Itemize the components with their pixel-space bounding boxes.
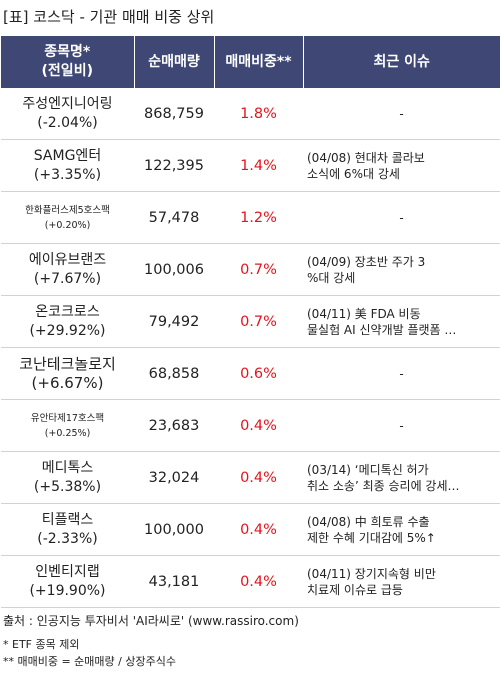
issue-line-1: (04/08) 현대차 콜라보: [307, 150, 425, 165]
recent-issue: (04/08) 中 희토류 수출 제한 수혜 기대감에 5%↑: [303, 503, 500, 556]
institution-trading-table: 종목명* (전일비) 순매매량 매매비중** 최근 이슈 주성엔지니어링 (-2.…: [1, 36, 500, 608]
stock-name: 주성엔지니어링: [22, 95, 113, 112]
stock-name-cell: 주성엔지니어링 (-2.04%): [1, 88, 134, 140]
issue-line-1: -: [399, 106, 404, 121]
issue-line-2: 제한 수혜 기대감에 5%↑: [307, 530, 436, 545]
stock-change: (+5.38%): [33, 478, 102, 495]
issue-line-2: 물실험 AI 신약개발 플랫폼 …: [307, 322, 457, 337]
stock-name: 온코크로스: [35, 303, 100, 320]
trade-ratio: 1.8%: [214, 88, 303, 140]
trade-ratio: 1.2%: [214, 191, 303, 244]
issue-line-1: (03/14) ‘메디톡신 허가: [307, 462, 429, 477]
stock-name: 코난테크놀로지: [19, 354, 116, 373]
stock-change: (+3.35%): [33, 166, 102, 183]
table-row: 온코크로스 (+29.92%) 79,492 0.7% (04/11) 美 FDA…: [1, 295, 500, 348]
header-change-label: (전일비): [41, 63, 93, 79]
net-volume: 122,395: [134, 139, 214, 192]
stock-name-cell: 메디톡스 (+5.38%): [1, 451, 134, 504]
footnote-ratio: ** 매매비중 = 순매매량 / 상장주식수: [3, 655, 176, 668]
recent-issue: (04/11) 美 FDA 비동 물실험 AI 신약개발 플랫폼 …: [303, 295, 500, 348]
recent-issue: -: [303, 88, 500, 140]
table-row: 코난테크놀로지 (+6.67%) 68,858 0.6% -: [1, 347, 500, 400]
stock-name: 메디톡스: [41, 459, 94, 476]
recent-issue: -: [303, 347, 500, 400]
table-header-row: 종목명* (전일비) 순매매량 매매비중** 최근 이슈: [1, 36, 500, 88]
trade-ratio: 0.4%: [214, 503, 303, 556]
stock-name: 인벤티지랩: [35, 563, 100, 580]
issue-line-2: %대 강세: [307, 270, 356, 285]
issue-line-1: (04/11) 美 FDA 비동: [307, 306, 421, 321]
trade-ratio: 0.7%: [214, 243, 303, 296]
header-issue: 최근 이슈: [303, 36, 500, 88]
stock-change: (+7.67%): [33, 270, 102, 287]
trade-ratio: 0.7%: [214, 295, 303, 348]
stock-name-cell: 티플랙스 (-2.33%): [1, 503, 134, 556]
recent-issue: (04/11) 장기지속형 비만 치료제 이슈로 급등: [303, 555, 500, 608]
trade-ratio: 0.6%: [214, 347, 303, 400]
issue-line-1: (04/08) 中 희토류 수출: [307, 514, 430, 529]
stock-change: (-2.04%): [37, 114, 98, 131]
stock-change: (+6.67%): [31, 373, 104, 392]
stock-name-cell: 유안타제17호스팩 (+0.25%): [1, 399, 134, 452]
issue-line-2: 치료제 이슈로 급등: [307, 582, 403, 597]
table-row: 한화플러스제5호스팩 (+0.20%) 57,478 1.2% -: [1, 191, 500, 244]
table-title: [표] 코스닥 - 기관 매매 비중 상위: [3, 8, 215, 26]
net-volume: 23,683: [134, 399, 214, 452]
issue-line-1: (04/09) 장초반 주가 3: [307, 254, 426, 269]
stock-name: 티플랙스: [41, 511, 94, 528]
stock-name-cell: 인벤티지랩 (+19.90%): [1, 555, 134, 608]
table-row: 티플랙스 (-2.33%) 100,000 0.4% (04/08) 中 희토류 …: [1, 503, 500, 556]
net-volume: 100,000: [134, 503, 214, 556]
header-name-label: 종목명*: [44, 44, 91, 60]
table-row: 에이유브랜즈 (+7.67%) 100,006 0.7% (04/09) 장초반 …: [1, 243, 500, 296]
stock-name-cell: 한화플러스제5호스팩 (+0.20%): [1, 191, 134, 244]
net-volume: 68,858: [134, 347, 214, 400]
net-volume: 43,181: [134, 555, 214, 608]
recent-issue: (04/09) 장초반 주가 3 %대 강세: [303, 243, 500, 296]
stock-name: 한화플러스제5호스팩: [25, 204, 110, 216]
trade-ratio: 0.4%: [214, 555, 303, 608]
stock-change: (+0.20%): [44, 219, 91, 231]
issue-line-1: -: [399, 418, 404, 433]
header-volume: 순매매량: [134, 36, 215, 88]
stock-name-cell: 온코크로스 (+29.92%): [1, 295, 134, 348]
issue-line-2: 소식에 6%대 강세: [307, 166, 400, 181]
recent-issue: -: [303, 191, 500, 244]
footnote-etf: * ETF 종목 제외: [3, 638, 80, 651]
stock-name-cell: 에이유브랜즈 (+7.67%): [1, 243, 134, 296]
issue-line-1: -: [399, 210, 404, 225]
recent-issue: (03/14) ‘메디톡신 허가 취소 소송’ 최종 승리에 강세…: [303, 451, 500, 504]
table-row: 주성엔지니어링 (-2.04%) 868,759 1.8% -: [1, 88, 500, 140]
issue-line-2: 취소 소송’ 최종 승리에 강세…: [307, 478, 460, 493]
trade-ratio: 0.4%: [214, 399, 303, 452]
stock-name-cell: 코난테크놀로지 (+6.67%): [1, 347, 134, 400]
net-volume: 868,759: [134, 88, 214, 140]
stock-change: (+29.92%): [29, 322, 106, 339]
net-volume: 100,006: [134, 243, 214, 296]
recent-issue: -: [303, 399, 500, 452]
table-row: 인벤티지랩 (+19.90%) 43,181 0.4% (04/11) 장기지속형…: [1, 555, 500, 608]
stock-name-cell: SAMG엔터 (+3.35%): [1, 139, 134, 192]
issue-line-1: -: [399, 366, 404, 381]
recent-issue: (04/08) 현대차 콜라보 소식에 6%대 강세: [303, 139, 500, 192]
stock-change: (+19.90%): [29, 582, 106, 599]
trade-ratio: 0.4%: [214, 451, 303, 504]
table-row: SAMG엔터 (+3.35%) 122,395 1.4% (04/08) 현대차 …: [1, 139, 500, 192]
stock-name: 유안타제17호스팩: [30, 412, 105, 424]
issue-line-1: (04/11) 장기지속형 비만: [307, 566, 436, 581]
stock-name: SAMG엔터: [33, 147, 102, 164]
table-row: 메디톡스 (+5.38%) 32,024 0.4% (03/14) ‘메디톡신 허…: [1, 451, 500, 504]
stock-change: (-2.33%): [37, 530, 98, 547]
net-volume: 32,024: [134, 451, 214, 504]
header-ratio: 매매비중**: [214, 36, 304, 88]
source-credit: 출처 : 인공지능 투자비서 'AI라씨로' (www.rassiro.com): [3, 614, 299, 628]
stock-name: 에이유브랜즈: [28, 251, 107, 268]
trade-ratio: 1.4%: [214, 139, 303, 192]
header-name: 종목명* (전일비): [1, 36, 135, 88]
stock-change: (+0.25%): [44, 427, 91, 439]
net-volume: 79,492: [134, 295, 214, 348]
table-row: 유안타제17호스팩 (+0.25%) 23,683 0.4% -: [1, 399, 500, 452]
net-volume: 57,478: [134, 191, 214, 244]
